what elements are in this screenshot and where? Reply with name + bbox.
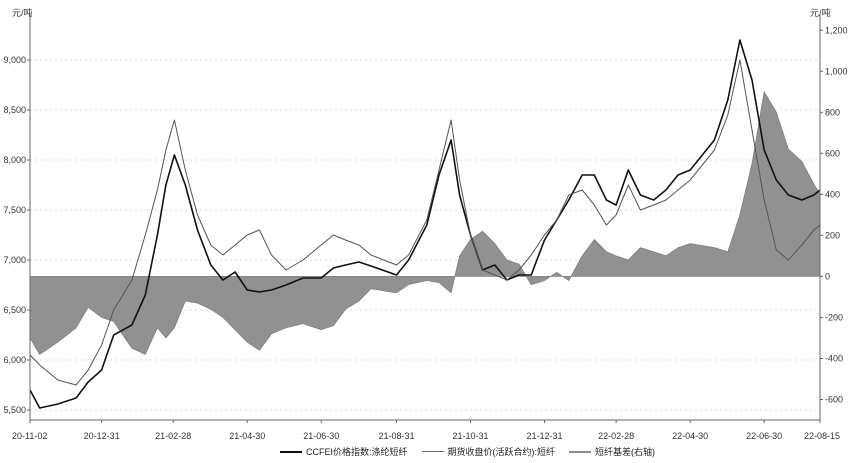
x-tick-label-6: 21-10-31 [452, 431, 488, 441]
legend-item-ccfei: CCFEI价格指数:涤纶短纤 [280, 445, 408, 458]
right-tick-label-3: 0 [825, 271, 830, 281]
x-tick-label-5: 21-08-31 [378, 431, 414, 441]
series-ccfei-line [29, 39, 821, 409]
left-tick-label-1: 6,000 [3, 355, 26, 365]
left-tick-label-6: 8,500 [3, 105, 26, 115]
x-tick-label-4: 21-06-30 [303, 431, 339, 441]
series-basis-area [29, 90, 821, 355]
x-tick-label-2: 21-02-28 [155, 431, 191, 441]
x-tick-label-10: 22-06-30 [746, 431, 782, 441]
x-tick-label-3: 21-04-30 [229, 431, 265, 441]
left-tick-label-7: 9,000 [3, 55, 26, 65]
legend-label-basis: 短纤基差(右轴) [595, 447, 656, 457]
right-tick-label-0: -600 [825, 394, 843, 404]
x-tick-label-0: 20-11-02 [12, 431, 47, 441]
left-tick-label-4: 7,500 [3, 205, 26, 215]
legend-label-ccfei: CCFEI价格指数:涤纶短纤 [306, 447, 408, 457]
legend-swatch-futures [421, 451, 444, 452]
series-futures-line [29, 59, 821, 386]
right-tick-label-7: 800 [825, 107, 840, 117]
right-tick-label-5: 400 [825, 189, 840, 199]
left-tick-label-0: 5,500 [3, 405, 26, 415]
right-tick-label-4: 200 [825, 230, 840, 240]
right-tick-label-2: -200 [825, 312, 843, 322]
x-tick-label-9: 22-04-30 [672, 431, 708, 441]
right-tick-label-9: 1,200 [825, 25, 848, 35]
left-axis-unit: 元/吨 [12, 8, 33, 18]
legend-swatch-basis [569, 450, 592, 453]
left-tick-label-2: 6,500 [3, 305, 26, 315]
left-tick-label-3: 7,000 [3, 255, 26, 265]
legend-swatch-ccfei [280, 450, 302, 453]
right-tick-label-1: -400 [825, 353, 843, 363]
legend-item-basis: 短纤基差(右轴) [569, 445, 655, 458]
x-tick-label-11: 22-08-15 [804, 431, 840, 441]
legend-label-futures: 期货收盘价(活跃合约):短纤 [447, 447, 556, 457]
right-tick-label-8: 1,000 [825, 66, 848, 76]
right-axis-unit: 元/吨 [810, 8, 831, 18]
legend-item-futures: 期货收盘价(活跃合约):短纤 [421, 445, 556, 458]
chart-legend: CCFEI价格指数:涤纶短纤 期货收盘价(活跃合约):短纤 短纤基差(右轴) [280, 445, 655, 458]
x-tick-label-7: 21-12-31 [527, 431, 563, 441]
x-tick-label-8: 22-02-28 [598, 431, 634, 441]
left-tick-label-5: 8,000 [3, 155, 26, 165]
x-tick-label-1: 20-12-31 [84, 431, 120, 441]
right-tick-label-6: 600 [825, 148, 840, 158]
